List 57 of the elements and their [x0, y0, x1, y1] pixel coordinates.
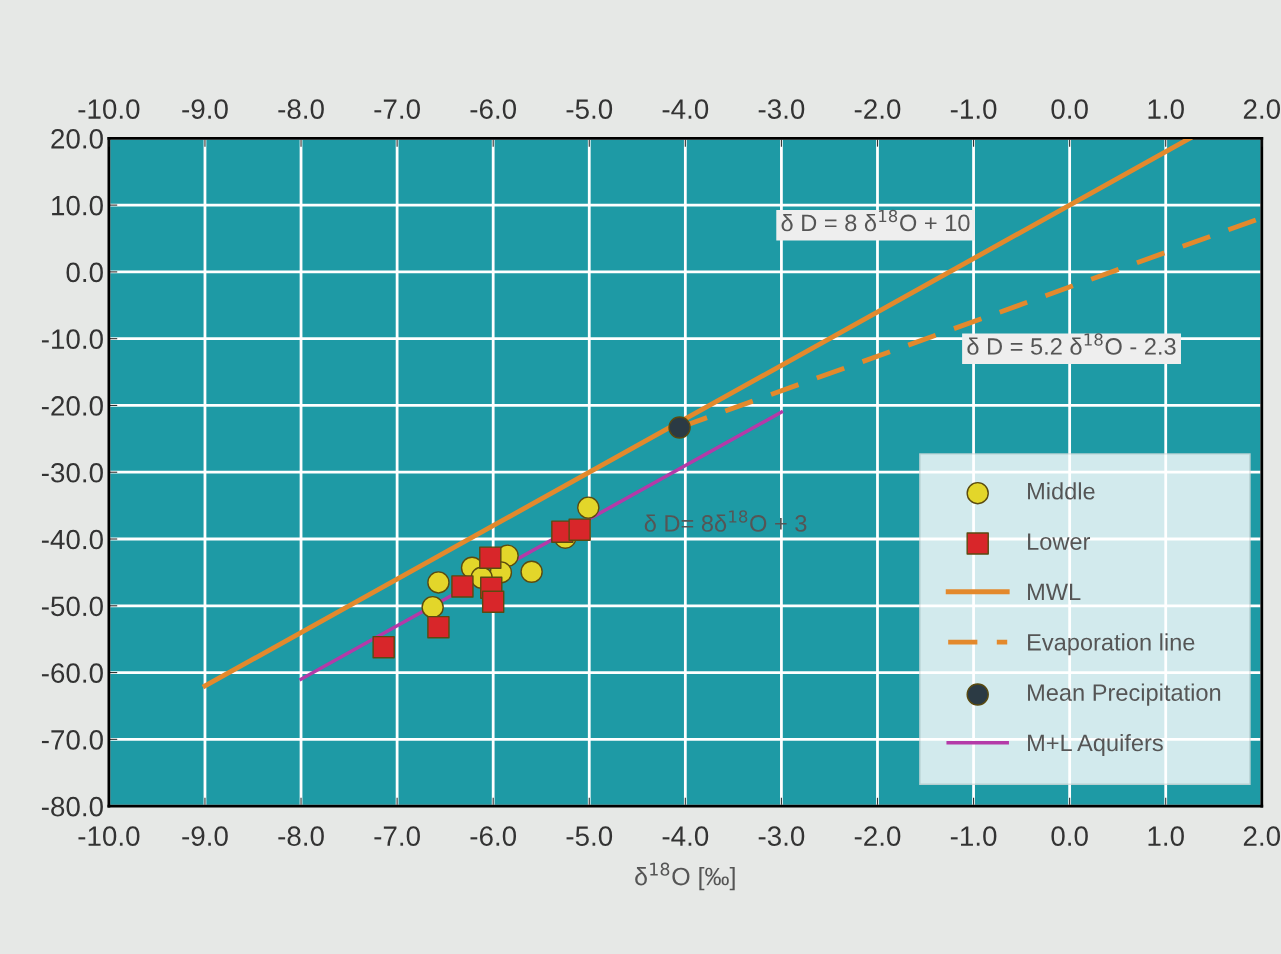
x-tick-label: -10.0 [78, 99, 140, 119]
x-tick-label: -4.0 [662, 99, 709, 119]
y-tick-label: -80.0 [41, 796, 103, 817]
point [421, 595, 444, 619]
point [481, 590, 505, 614]
x2-tick-label: -5.0 [566, 826, 613, 846]
x2-tick-label: -4.0 [662, 826, 709, 846]
y-tick-label: 20.0 [51, 129, 103, 149]
annotation: δ D = 5.2 δ$^{18}$O - 2.3 [967, 333, 1176, 355]
legend-label: Mean Precipitation [1028, 683, 1221, 706]
legend-label: MWL [1028, 583, 1081, 601]
y-tick-label: -40.0 [41, 529, 103, 550]
point [372, 635, 395, 659]
x2-tick-label: -8.0 [278, 826, 324, 846]
point [427, 571, 450, 594]
legend-label: Lower [1028, 533, 1091, 550]
legend-label: M+L Aquifers [1028, 733, 1163, 756]
x2-tick-label: -7.0 [374, 826, 420, 846]
x-tick-label: -5.0 [566, 99, 613, 119]
x2-tick-label: -2.0 [854, 826, 901, 846]
point [520, 560, 543, 583]
y-tick-label: -70.0 [41, 730, 103, 750]
point [577, 496, 600, 519]
point [479, 546, 502, 569]
y-tick-label: 10.0 [52, 195, 103, 216]
annotation: δ D = 8 δ$^{18}$O + 10 [781, 209, 970, 232]
point [568, 518, 591, 541]
x-tick-label: -1.0 [950, 99, 997, 119]
x2-tick-label: 0.0 [1051, 826, 1088, 846]
x-tick-label: 2.0 [1243, 99, 1281, 119]
x-tick-label: -9.0 [182, 99, 228, 119]
y-tick-label: -30.0 [41, 462, 103, 483]
x2-tick-label: -9.0 [182, 826, 228, 846]
y-tick-label: -20.0 [41, 396, 103, 416]
point [451, 575, 474, 598]
point [427, 615, 450, 639]
point [668, 416, 691, 439]
x2-tick-label: 2.0 [1243, 826, 1281, 846]
x2-tick-label: -10.0 [78, 826, 140, 846]
x-tick-label: -6.0 [470, 99, 517, 119]
x-tick-label: -8.0 [278, 99, 324, 119]
y-tick-label: 0.0 [66, 262, 103, 283]
x-axis-title: δ$^{18}$O [‰] [635, 862, 735, 891]
x2-tick-label: -1.0 [950, 826, 997, 846]
y-tick-label: -60.0 [41, 663, 103, 683]
x-tick-label: 0.0 [1051, 99, 1088, 119]
y-tick-label: -50.0 [41, 596, 103, 617]
x2-tick-label: -6.0 [470, 826, 517, 846]
y-tick-label: -10.0 [41, 329, 103, 350]
x-tick-label: 1.0 [1148, 99, 1184, 119]
x2-tick-label: 1.0 [1148, 826, 1184, 846]
x-tick-label: -7.0 [374, 99, 420, 119]
x2-tick-label: -3.0 [758, 826, 805, 846]
x-tick-label: -3.0 [758, 99, 805, 119]
legend-label: Middle [1028, 482, 1095, 500]
x-tick-label: -2.0 [854, 99, 901, 119]
legend-label: Evaporation line [1028, 633, 1195, 656]
